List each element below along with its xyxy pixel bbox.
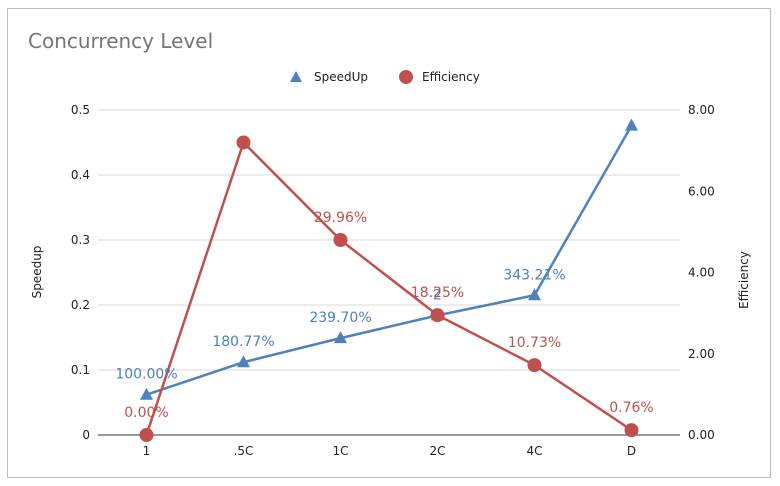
right-tick-label: 6.00 (688, 184, 715, 198)
point-efficiency (139, 428, 154, 442)
point-efficiency (430, 308, 445, 323)
right-tick-label: 4.00 (688, 266, 715, 280)
chart-title: Concurrency Level (28, 29, 213, 53)
chart-frame (7, 8, 771, 478)
left-tick-label: 0.3 (71, 233, 90, 247)
point-speedup (237, 355, 250, 368)
data-label-efficiency: 29.96% (314, 210, 367, 226)
x-tick-label: 4C (526, 444, 542, 458)
point-efficiency (236, 135, 251, 150)
right-tick-label: 0.00 (688, 428, 715, 442)
left-tick-label: 0.1 (71, 363, 90, 377)
data-label-efficiency: 18.25% (411, 285, 464, 301)
x-tick-label: 1C (332, 444, 348, 458)
point-speedup (334, 331, 347, 344)
left-tick-label: 0.5 (71, 103, 90, 117)
x-axis-ticks: 1 .5C 1C 2C 4C D (143, 444, 636, 458)
x-tick-label: 1 (143, 444, 151, 458)
left-tick-label: 0.4 (71, 168, 90, 182)
legend-marker-efficiency (399, 70, 413, 84)
data-label-speedup: 343.21% (503, 267, 565, 283)
data-label-efficiency: 10.73% (508, 335, 561, 351)
series-layer (139, 118, 639, 442)
x-tick-label: 2C (429, 444, 445, 458)
data-label-speedup: 2 (433, 287, 442, 303)
series-line-speedup (146, 124, 633, 396)
data-label-speedup: 239.70% (309, 310, 371, 326)
data-label-speedup: 180.77% (212, 334, 274, 350)
grid (98, 109, 680, 436)
point-efficiency (333, 233, 348, 247)
data-label-efficiency: 0.76% (609, 400, 653, 416)
left-tick-label: 0.2 (71, 298, 90, 312)
right-tick-label: 8.00 (688, 103, 715, 117)
data-labels: 100.00% 180.77% 239.70% 2 343.21% 0.00% 29.96%… (115, 210, 653, 421)
point-speedup (625, 118, 638, 131)
legend-label-efficiency: Efficiency (422, 70, 480, 84)
legend-marker-speedup (290, 71, 302, 82)
legend: SpeedUp Efficiency (290, 70, 480, 84)
right-axis-title: Efficiency (737, 251, 751, 309)
data-label-efficiency: 0.00% (124, 405, 168, 421)
point-efficiency (527, 358, 542, 373)
point-speedup (528, 288, 541, 301)
series-line-efficiency (145, 141, 633, 436)
left-tick-label: 0 (82, 428, 90, 442)
point-efficiency (624, 423, 639, 438)
right-tick-label: 2.00 (688, 347, 715, 361)
legend-label-speedup: SpeedUp (314, 70, 368, 84)
data-label-speedup: 100.00% (115, 367, 177, 383)
x-tick-label: .5C (234, 444, 254, 458)
right-axis-ticks: 0.00 2.00 4.00 6.00 8.00 (688, 103, 715, 442)
point-speedup (140, 387, 153, 400)
left-axis-ticks: 0 0.1 0.2 0.3 0.4 0.5 (71, 103, 90, 442)
x-tick-label: D (627, 444, 636, 458)
left-axis-title: Speedup (30, 246, 44, 299)
